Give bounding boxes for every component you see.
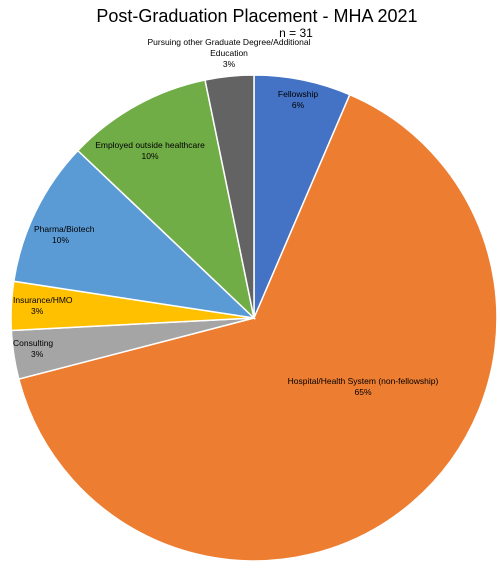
slice-percent-label: 6% bbox=[292, 100, 305, 110]
pie-slice bbox=[17, 93, 498, 562]
slice-label: Consulting bbox=[13, 338, 53, 348]
slice-label: Fellowship bbox=[278, 89, 318, 99]
slice-label: Hospital/Health System (non-fellowship) bbox=[288, 376, 439, 386]
slice-percent-label: 65% bbox=[354, 387, 371, 397]
pie-slice bbox=[204, 74, 255, 319]
chart-subtitle: n = 31 bbox=[279, 26, 313, 40]
slice-percent-label: 10% bbox=[141, 151, 158, 161]
slice-percent-label: 3% bbox=[31, 349, 44, 359]
pie-slice bbox=[76, 79, 256, 321]
chart-title: Post-Graduation Placement - MHA 2021 bbox=[96, 6, 417, 26]
pie-slices bbox=[10, 74, 498, 562]
slice-percent-label: 10% bbox=[52, 235, 69, 245]
slice-label: Insurance/HMO bbox=[13, 295, 73, 305]
slice-percent-label: 3% bbox=[223, 59, 236, 69]
pie-slice bbox=[12, 149, 257, 320]
slice-label: Education bbox=[210, 48, 248, 58]
slice-label: Employed outside healthcare bbox=[95, 140, 205, 150]
slice-label: Pharma/Biotech bbox=[34, 224, 95, 234]
slice-label: Pursuing other Graduate Degree/Additiona… bbox=[147, 37, 310, 47]
slice-percent-label: 3% bbox=[31, 306, 44, 316]
